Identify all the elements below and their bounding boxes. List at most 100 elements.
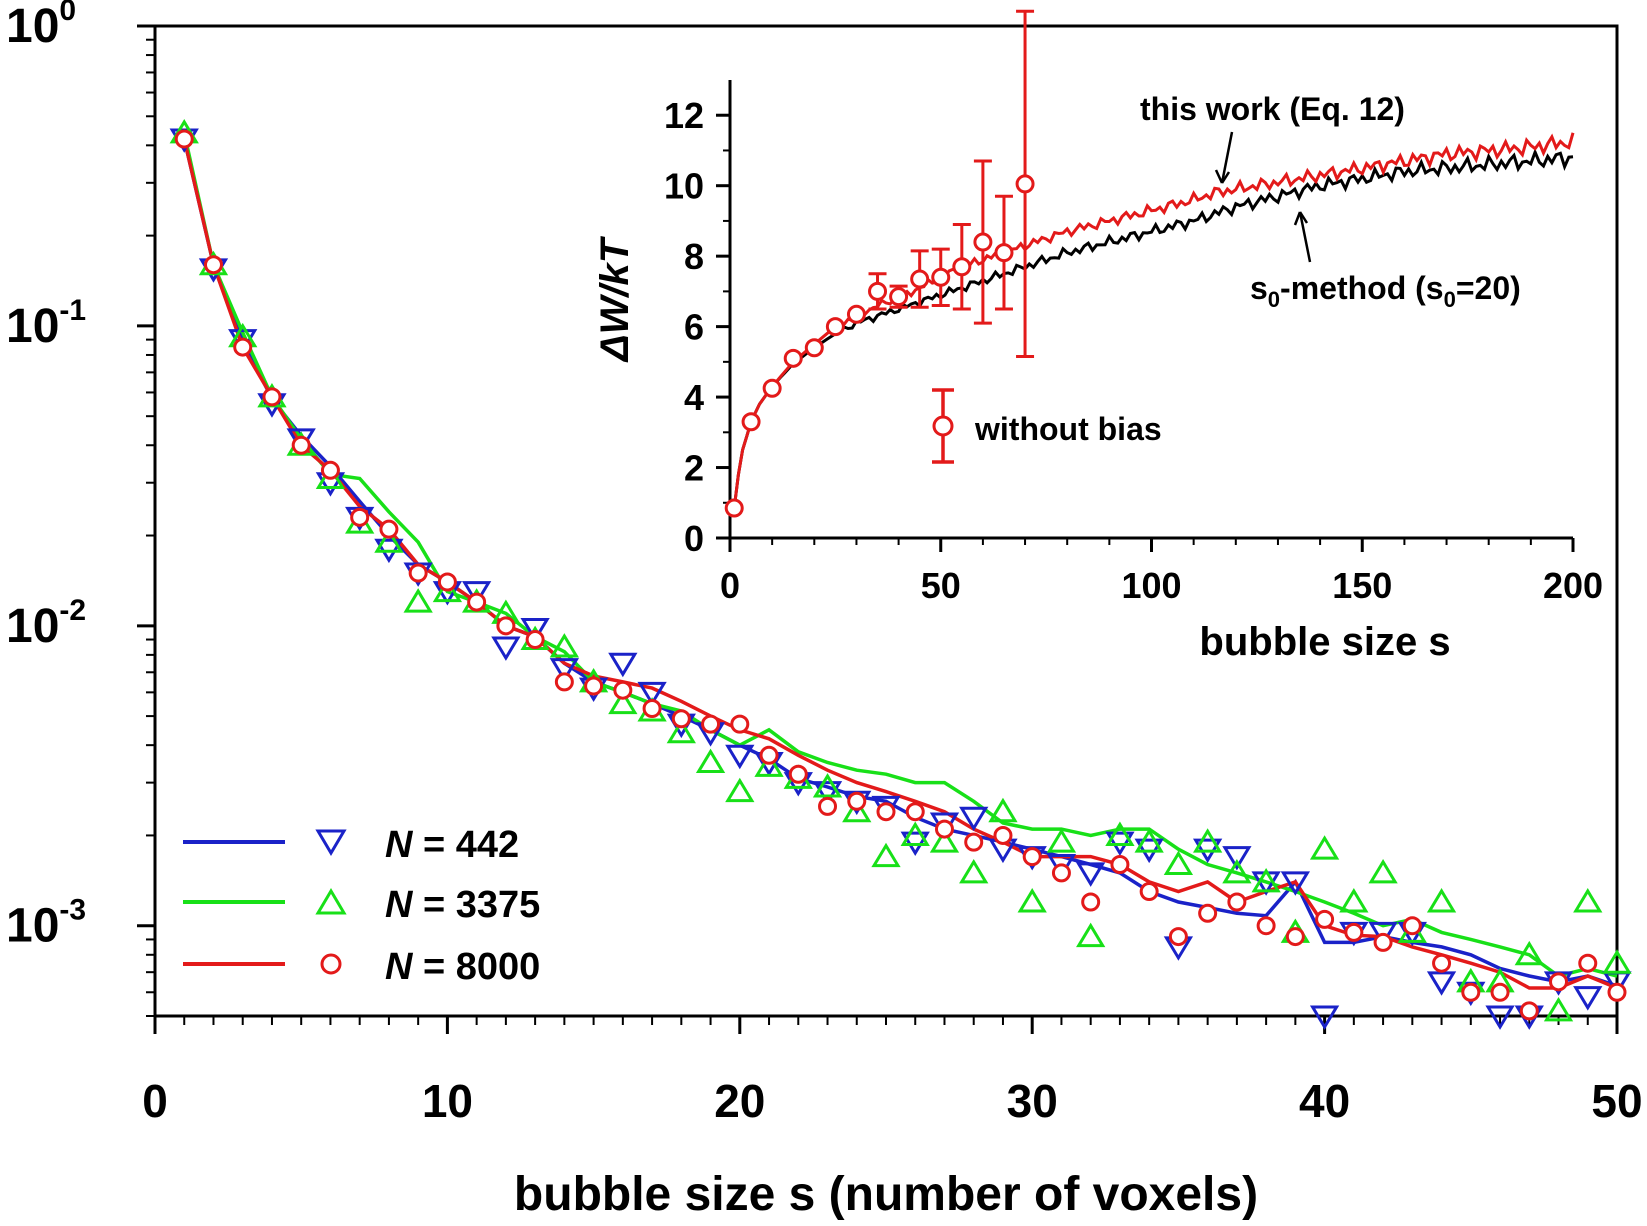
main-series [169, 119, 1632, 1030]
annotation-this-work-arrow [1220, 131, 1234, 184]
inset-data-point [783, 348, 803, 368]
data-point-n442 [1076, 862, 1106, 887]
data-point-n8000 [730, 714, 750, 734]
data-point-n8000 [1461, 982, 1481, 1002]
data-point-n3375 [988, 797, 1018, 823]
data-point-n3375 [1309, 835, 1340, 860]
data-point-n442 [461, 581, 492, 606]
data-point-n8000 [291, 435, 311, 455]
data-point-n8000 [993, 825, 1013, 845]
annotation-s0-arrowhead [1293, 211, 1309, 226]
data-point-n8000 [1549, 972, 1569, 992]
inset-x-tick-label: 100 [1121, 565, 1181, 606]
inset-data-point [724, 498, 744, 518]
inset-y-ticks: 0 2 4 6 8 10 12 [664, 95, 730, 559]
data-point-n8000 [671, 709, 691, 729]
data-point-n8000 [1168, 927, 1188, 947]
main-x-tick-label: 10 [422, 1075, 473, 1127]
main-x-axis-label: bubble size s (number of voxels) [514, 1168, 1258, 1221]
main-x-tick-label: 30 [1007, 1075, 1058, 1127]
data-point-n8000 [876, 802, 896, 822]
data-point-n8000 [1578, 953, 1598, 973]
data-point-n8000 [934, 819, 954, 839]
annotation-this-work-arrowhead [1214, 169, 1231, 184]
data-point-n8000 [847, 791, 867, 811]
inset-y-tick-label: 4 [684, 377, 704, 418]
data-point-n8000 [1110, 855, 1130, 875]
data-point-n8000 [818, 796, 838, 816]
data-point-n442 [725, 744, 755, 770]
data-point-n8000 [964, 832, 984, 852]
data-point-n3375 [695, 748, 726, 774]
inset-data-point [910, 269, 930, 289]
data-point-n442 [812, 781, 843, 806]
inset-y-tick-label: 12 [664, 95, 704, 136]
data-point-n442 [1485, 1005, 1515, 1030]
data-point-n3375 [608, 689, 638, 715]
data-point-n3375 [374, 528, 404, 553]
data-point-n3375 [1046, 828, 1077, 853]
inset-x-tick-label: 150 [1332, 565, 1392, 606]
data-point-n8000 [174, 129, 194, 149]
data-point-n8000 [788, 764, 808, 784]
main-y-tick-label: 100 [6, 0, 76, 53]
data-point-n3375 [871, 842, 901, 868]
data-point-n8000 [408, 563, 428, 583]
data-point-n8000 [1285, 927, 1305, 947]
data-point-n8000 [320, 460, 340, 480]
data-point-n8000 [1373, 932, 1393, 952]
data-point-n8000 [1490, 982, 1510, 1002]
main-x-tick-label: 0 [142, 1075, 168, 1127]
data-point-n442 [608, 652, 638, 678]
inset-y-tick-label: 8 [684, 236, 704, 277]
inset-legend: without bias [932, 388, 1162, 464]
data-point-n8000 [1022, 847, 1042, 867]
data-point-n3375 [1251, 867, 1281, 893]
data-point-n3375 [1134, 828, 1164, 853]
svg-text:N = 8000: N = 8000 [385, 946, 540, 988]
legend-label-n442-rest: = 442 [412, 824, 519, 866]
data-point-n3375 [1017, 888, 1047, 913]
data-point-n8000 [525, 630, 545, 650]
legend-entry-n8000: N = 8000 [183, 946, 540, 988]
inset-data-point [846, 304, 866, 324]
data-point-n8000 [467, 592, 487, 612]
inset-chart: 0 50 100 150 200 0 2 4 6 8 10 12 bubble size s ΔW/… [593, 9, 1610, 680]
data-point-n8000 [1081, 892, 1101, 912]
data-point-n8000 [496, 616, 516, 636]
inset-x-tick-label: 50 [921, 565, 961, 606]
data-point-n442 [637, 681, 667, 707]
legend-label-n442-italic: N [385, 824, 414, 866]
inset-x-tick-label: 0 [720, 565, 740, 606]
data-point-n442 [520, 617, 550, 643]
svg-text:N = 3375: N = 3375 [385, 884, 540, 926]
legend-entry-n3375: N = 3375 [183, 884, 540, 926]
legend-entry-n442: N = 442 [183, 824, 519, 866]
data-point-n8000 [1344, 922, 1364, 942]
inset-data-point [1015, 174, 1035, 194]
data-point-n442 [1426, 971, 1457, 996]
data-point-n3375 [900, 821, 930, 846]
inset-y-tick-label: 10 [664, 166, 704, 207]
data-point-n3375 [812, 773, 843, 798]
data-point-n3375 [1339, 888, 1369, 913]
data-point-n3375 [929, 828, 960, 853]
data-point-n442 [1222, 846, 1252, 871]
main-x-tick-label: 50 [1591, 1075, 1642, 1127]
data-point-n3375 [1602, 949, 1632, 974]
data-point-n8000 [1198, 903, 1218, 923]
inset-x-ticks: 0 50 100 150 200 [720, 538, 1603, 606]
data-point-n3375 [1426, 888, 1457, 913]
inset-data-point [973, 232, 993, 252]
main-x-tick-label: 40 [1299, 1075, 1350, 1127]
data-point-n3375 [1514, 940, 1544, 966]
data-point-n3375 [403, 588, 433, 613]
data-point-n442 [1046, 854, 1077, 879]
main-y-tick-label: 10-1 [6, 294, 86, 353]
main-y-tick-label: 10-2 [6, 594, 86, 653]
annotation-this-work: this work (Eq. 12) [1140, 91, 1405, 127]
inset-data-point [762, 378, 782, 398]
data-point-n442 [549, 658, 580, 683]
data-point-n8000 [233, 337, 253, 357]
svg-text:N = 442: N = 442 [385, 824, 519, 866]
